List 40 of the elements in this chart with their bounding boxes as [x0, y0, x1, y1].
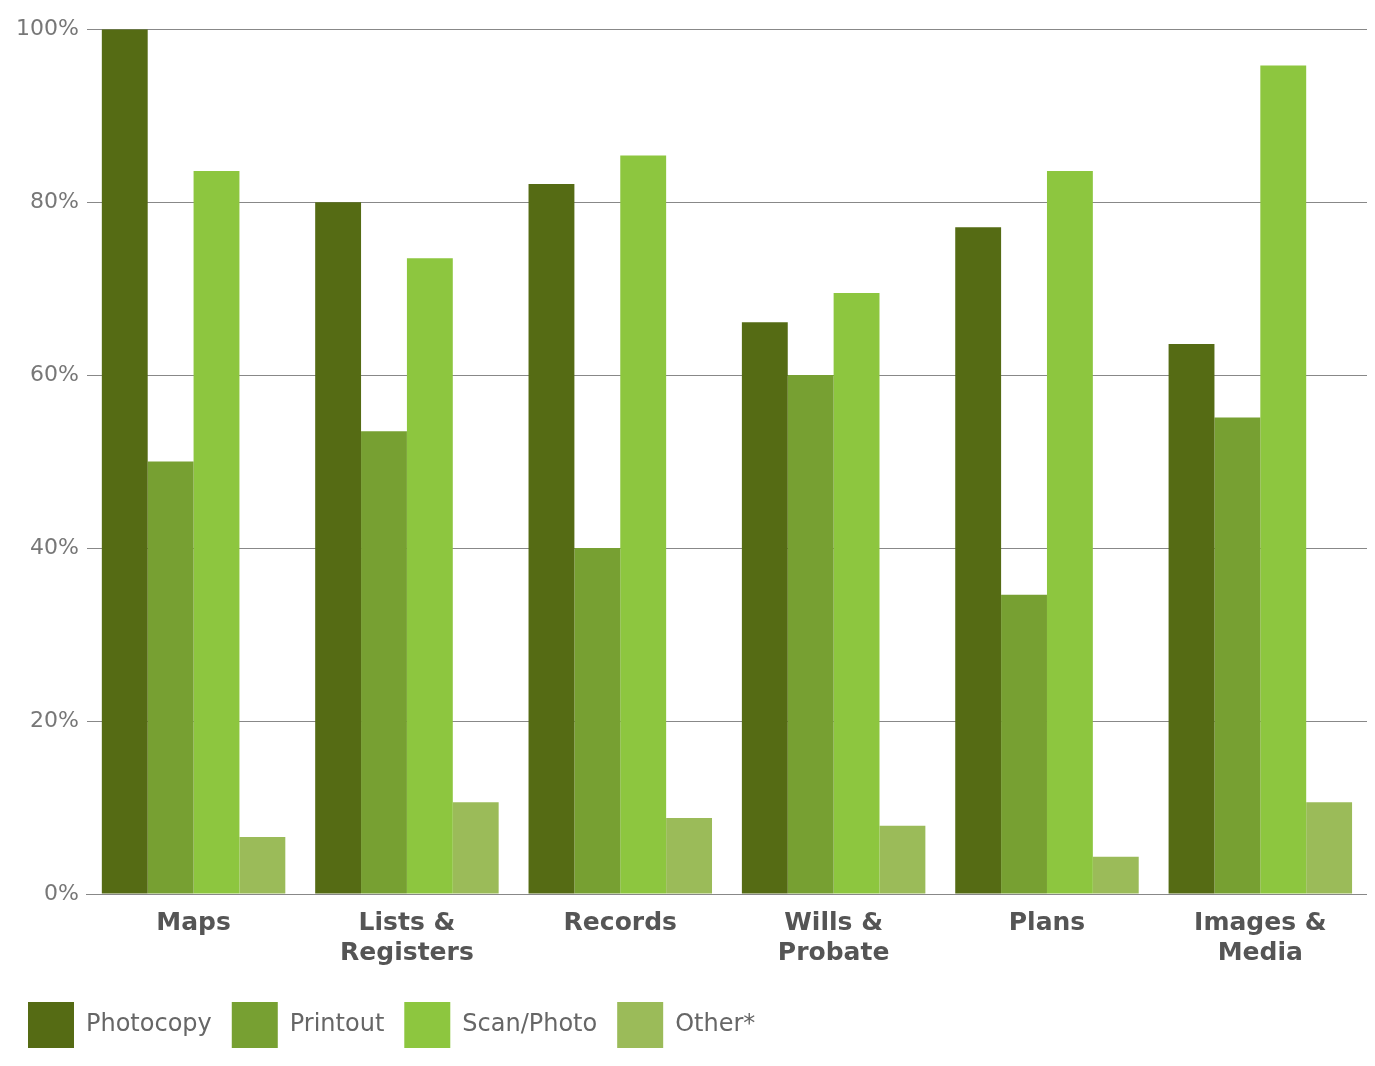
x-tick-label: Lists & Registers — [340, 906, 474, 966]
bar — [147, 461, 194, 894]
bar — [1092, 856, 1139, 894]
bar — [1001, 594, 1047, 894]
bar — [361, 431, 407, 894]
bar — [1306, 802, 1353, 894]
legend-label: Photocopy — [86, 1009, 212, 1038]
legend-label: Scan/Photo — [462, 1009, 598, 1038]
bar — [574, 548, 621, 894]
bar — [239, 836, 286, 894]
bar — [315, 202, 362, 894]
legend-label: Other* — [675, 1009, 756, 1038]
x-tick-label: Wills & Probate — [777, 906, 890, 966]
x-tick-label: Images & Media — [1194, 906, 1327, 966]
bar — [1168, 343, 1215, 894]
bar — [741, 322, 788, 894]
legend-label: Printout — [289, 1009, 385, 1038]
bar — [620, 155, 667, 894]
x-tick-label: Maps — [156, 906, 231, 936]
bar — [452, 802, 499, 894]
x-tick-label: Records — [563, 906, 677, 936]
bar — [1214, 417, 1261, 894]
bar — [406, 258, 453, 894]
y-tick-label: 60% — [29, 360, 79, 386]
x-tick-label: Plans — [1008, 906, 1086, 936]
bar — [787, 375, 834, 894]
y-tick-label: 20% — [29, 706, 79, 732]
y-tick-label: 100% — [15, 14, 79, 40]
y-tick-label: 80% — [29, 187, 79, 213]
bar — [193, 171, 240, 894]
y-tick-label: 0% — [43, 879, 79, 905]
bar — [101, 29, 148, 894]
bar — [666, 817, 713, 894]
bar — [1046, 171, 1093, 894]
bar — [528, 184, 575, 894]
bar — [1260, 65, 1307, 894]
bar — [955, 227, 1002, 894]
y-tick-label: 40% — [29, 533, 79, 559]
bar — [833, 292, 880, 894]
bar — [879, 825, 926, 894]
